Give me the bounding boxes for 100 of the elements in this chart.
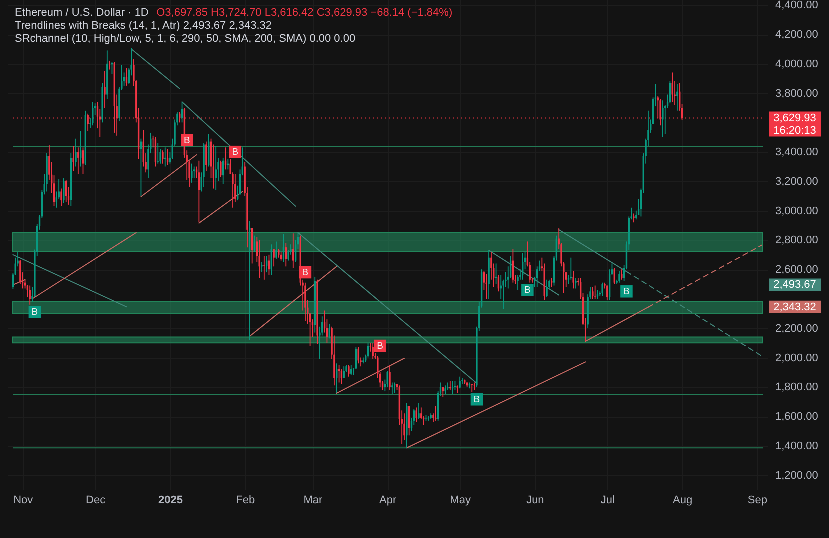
y-tick-label: 1,200.00 <box>776 470 818 482</box>
candlestick <box>104 70 106 108</box>
ref-line-label: 3,629.93 <box>774 112 816 124</box>
candlestick <box>227 158 230 170</box>
candlestick <box>162 150 164 164</box>
candlestick <box>348 364 350 378</box>
annotation: SRchannel (10, High/Low, 5, 1, 6, 290, 50, SMA, 200, SMA) 0.00 0.00 <box>15 33 356 45</box>
x-tick-label: Mar <box>304 494 324 506</box>
text: Ethereum / U.S. Dollar · 1D <box>15 7 149 19</box>
y-tick-label: 3,400.00 <box>776 146 818 159</box>
candlestick <box>676 84 678 112</box>
y2-tick-label: 2,343.32 <box>774 301 816 314</box>
candlestick <box>389 364 391 391</box>
x-tick-label: Feb <box>236 494 256 506</box>
y-tick-label: 3,000.00 <box>776 205 818 218</box>
y-tick-label: 1,400.00 <box>776 440 818 452</box>
candlestick <box>392 382 394 395</box>
candlestick <box>282 234 285 263</box>
candlestick <box>157 142 159 164</box>
candlestick <box>164 147 166 168</box>
candlestick <box>215 146 217 191</box>
candlestick <box>452 380 454 395</box>
candlestick <box>20 260 22 285</box>
x-tick-label: Jun <box>526 494 544 506</box>
candlestick <box>495 263 498 285</box>
candlestick <box>285 242 287 268</box>
candlestick <box>29 285 31 306</box>
candlestick <box>471 384 473 393</box>
candlestick <box>78 147 80 175</box>
y-tick-label: 3,800.00 <box>776 88 818 100</box>
candlestick <box>614 268 616 285</box>
x-tick-label: Apr <box>380 494 397 506</box>
candlestick <box>63 178 65 204</box>
candlestick <box>194 166 196 179</box>
candlestick <box>191 163 193 184</box>
y-tick-label: 4,000.00 <box>776 58 818 70</box>
candlestick <box>575 278 577 290</box>
candlestick <box>92 102 94 126</box>
annotation: B <box>302 268 309 279</box>
annotation: B <box>474 394 480 406</box>
candlestick <box>592 286 594 300</box>
candlestick <box>273 248 275 268</box>
candlestick <box>206 141 208 172</box>
x-tick-label: Aug <box>672 494 693 506</box>
candlestick <box>80 131 82 168</box>
y-tick-label: 1,600.00 <box>776 411 818 424</box>
candlestick <box>618 270 620 284</box>
candlestick <box>594 285 596 300</box>
y-tick-label: 2,800.00 <box>776 234 818 247</box>
candlestick <box>254 235 256 252</box>
candlestick <box>60 188 62 207</box>
candlestick <box>416 407 418 423</box>
candlestick <box>606 285 608 301</box>
candlestick <box>258 240 260 279</box>
x-tick-label: Dec <box>86 494 106 506</box>
candlestick <box>546 279 548 298</box>
candlestick <box>276 241 278 260</box>
x-tick-label: 2025 <box>158 494 183 506</box>
candlestick <box>340 369 343 385</box>
candlestick <box>224 147 227 170</box>
candlestick <box>198 160 200 224</box>
candlestick <box>181 102 184 124</box>
candlestick <box>367 342 370 358</box>
candlestick <box>292 233 294 269</box>
annotation: B <box>377 341 384 352</box>
candlestick <box>126 68 128 86</box>
candlestick <box>447 382 449 391</box>
y-tick-label: 2,600.00 <box>776 264 818 276</box>
y2-tick-label: 2,493.67 <box>774 279 816 292</box>
annotation: B <box>32 307 38 318</box>
candlestick <box>75 138 77 168</box>
candlestick <box>456 385 458 394</box>
annotation: B <box>524 285 531 296</box>
text: O3,697.85 H3,724.70 L3,616.42 C3,629.93 −68.14 (−1.84%) <box>156 7 453 19</box>
candlestick <box>343 366 345 379</box>
candlestick <box>249 220 251 341</box>
candlestick <box>336 363 338 394</box>
candlestick <box>418 402 420 420</box>
candlestick <box>350 364 352 376</box>
y-tick-label: 1,800.00 <box>776 382 818 394</box>
annotation: B <box>232 147 239 158</box>
candlestick <box>404 413 406 440</box>
y-tick-label: 2,200.00 <box>776 322 818 335</box>
candlestick <box>264 256 266 280</box>
candlestick <box>111 62 114 75</box>
candlestick <box>459 376 461 390</box>
annotation: B <box>184 135 190 146</box>
candlestick <box>435 406 437 422</box>
candlestick <box>304 282 306 322</box>
candlestick <box>82 147 84 175</box>
candlestick <box>72 146 74 172</box>
text: 16:20:13 <box>774 124 816 137</box>
x-tick-label: Nov <box>14 494 34 506</box>
candlestick <box>486 274 488 300</box>
candlestick <box>261 262 263 273</box>
candlestick <box>338 364 340 384</box>
candlestick <box>394 382 396 394</box>
annotation: B <box>624 286 630 298</box>
y-tick-label: 4,400.00 <box>776 0 818 12</box>
candlestick <box>570 257 572 280</box>
